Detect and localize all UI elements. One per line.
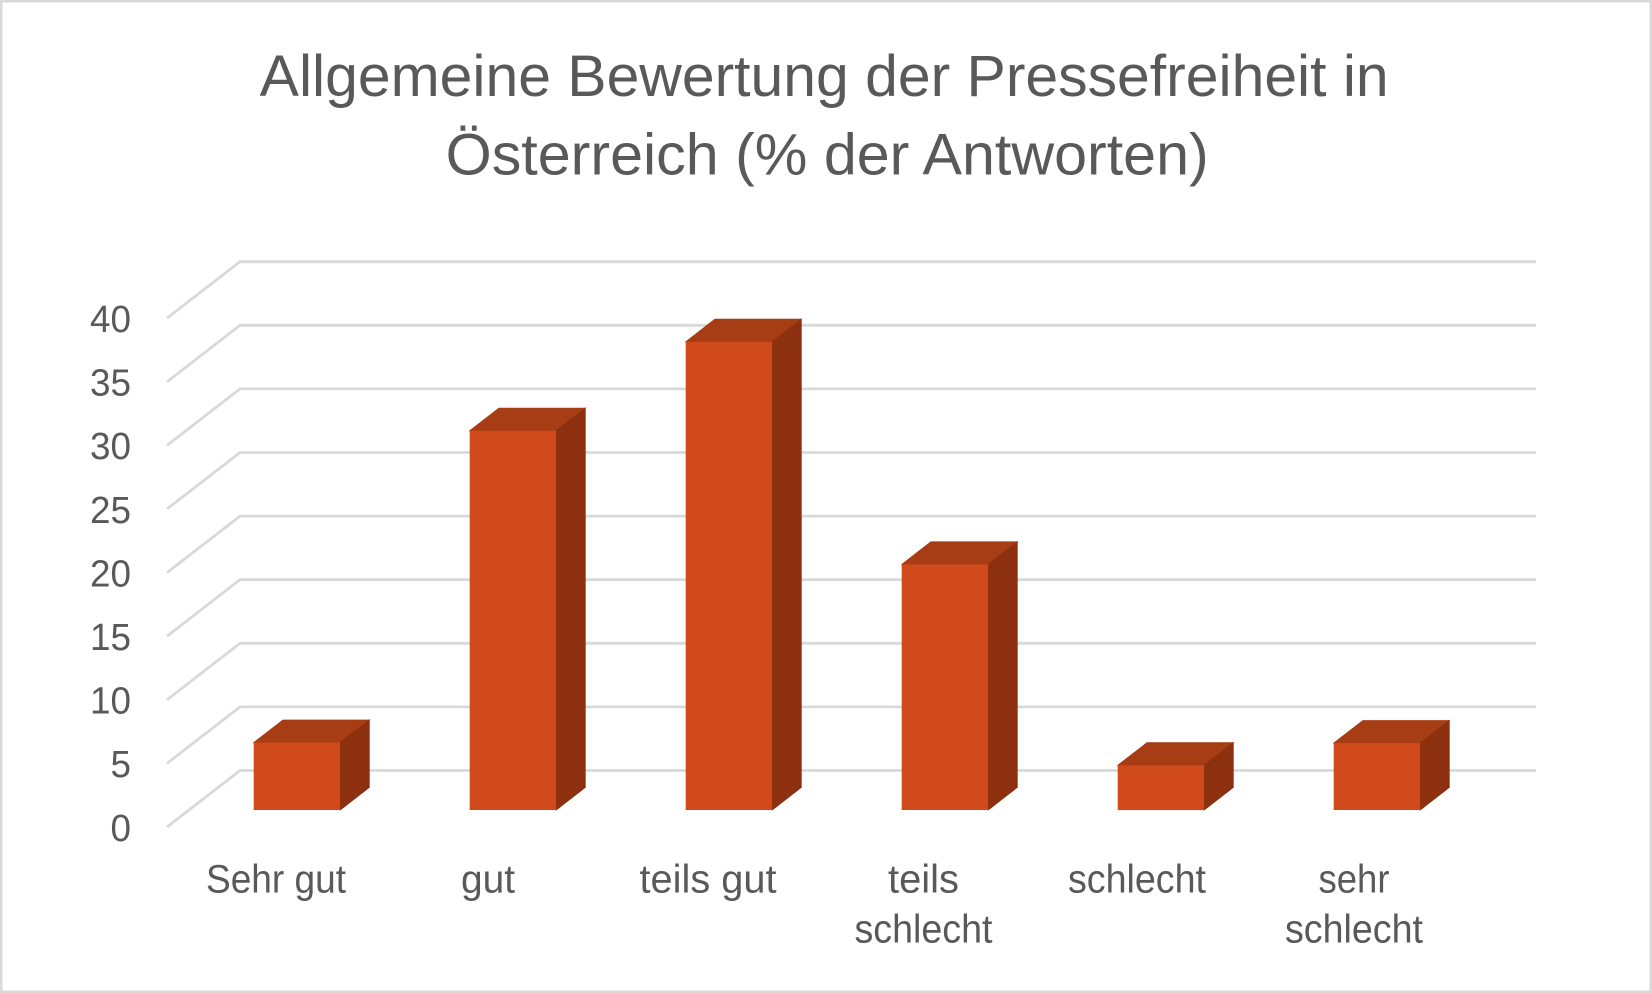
svg-text:Allgemeine Bewertung der Press: Allgemeine Bewertung der Pressefreiheit … [260, 44, 1389, 109]
svg-text:schlecht: schlecht [855, 907, 993, 951]
svg-text:40: 40 [90, 299, 131, 341]
svg-text:30: 30 [90, 426, 131, 468]
svg-text:teils: teils [888, 858, 959, 902]
svg-text:0: 0 [111, 808, 132, 850]
svg-text:teils gut: teils gut [640, 858, 777, 902]
svg-text:35: 35 [90, 363, 131, 405]
svg-text:gut: gut [461, 858, 515, 902]
svg-text:sehr: sehr [1319, 858, 1390, 902]
svg-text:Österreich (% der Antworten): Österreich (% der Antworten) [446, 123, 1209, 188]
svg-text:schlecht: schlecht [1285, 907, 1423, 951]
svg-text:Sehr gut: Sehr gut [206, 858, 346, 902]
svg-text:5: 5 [111, 744, 132, 786]
svg-text:25: 25 [90, 490, 131, 532]
svg-text:20: 20 [90, 553, 131, 595]
svg-text:15: 15 [90, 617, 131, 659]
svg-text:schlecht: schlecht [1068, 858, 1206, 902]
svg-text:10: 10 [90, 681, 131, 723]
